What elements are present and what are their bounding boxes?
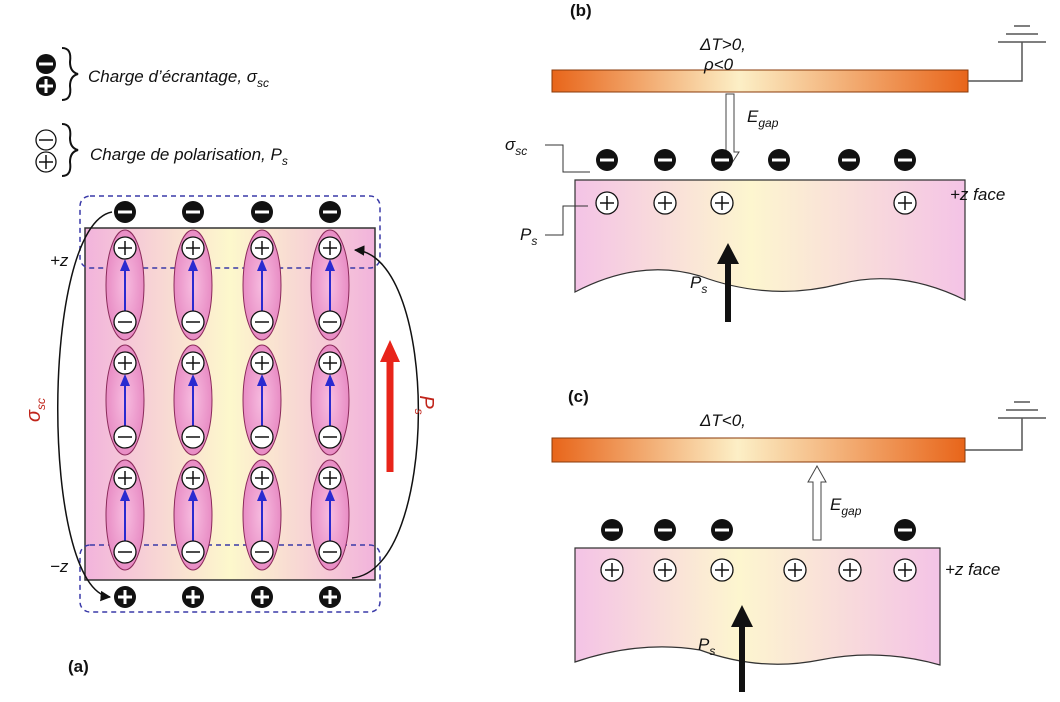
- egap-arrow-c: [808, 466, 826, 540]
- diagram: Charge d’écrantage, σsc Charge de polari…: [0, 0, 1060, 702]
- ps-label-b: Ps: [520, 225, 537, 248]
- ground-b: [968, 26, 1046, 81]
- sc-label-b: σsc: [505, 135, 527, 158]
- crystal-c: [575, 548, 940, 665]
- ground-c: [965, 402, 1046, 450]
- top-label: +z: [50, 251, 69, 270]
- electrode-b: [552, 70, 968, 92]
- electrode-c: [552, 438, 965, 462]
- panel-label: (c): [568, 387, 589, 406]
- face-label: +z face: [945, 560, 1000, 579]
- legend-polarisation: Charge de polarisation, Ps: [90, 145, 288, 168]
- panel-label: (b): [570, 1, 592, 20]
- field-label: Egap: [830, 495, 862, 518]
- ps-label: Ps: [412, 395, 437, 414]
- condition: ΔT<0,: [699, 411, 746, 430]
- brace: [62, 124, 78, 176]
- condition: ΔT>0,: [699, 35, 746, 54]
- legend-screening: Charge d’écrantage, σsc: [88, 67, 269, 90]
- brace: [62, 48, 78, 100]
- sc-label: σsc: [23, 398, 48, 422]
- sc-leader: [545, 145, 590, 172]
- field-label: Egap: [747, 107, 779, 130]
- face-label: +z face: [950, 185, 1005, 204]
- panel-label: (a): [68, 657, 89, 676]
- condition: ρ<0: [703, 55, 734, 74]
- ps-arrow-head: [380, 340, 400, 362]
- bottom-label: −z: [50, 557, 69, 576]
